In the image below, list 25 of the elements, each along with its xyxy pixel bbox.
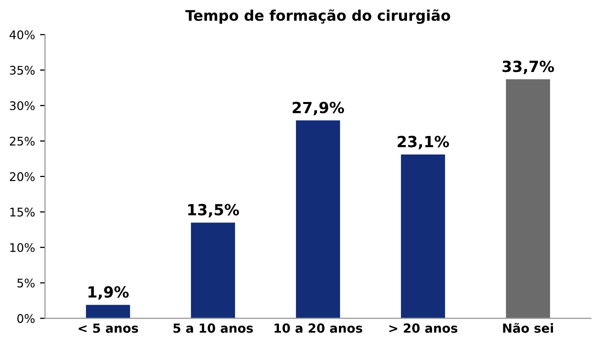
bar [400, 154, 446, 318]
bar [190, 222, 236, 318]
y-tick-label: 10% [10, 243, 35, 252]
y-tick-label: 15% [10, 208, 35, 217]
y-tick-label: 5% [17, 278, 35, 288]
chart-title: Tempo de formação do cirurgião [185, 9, 450, 24]
bar [296, 120, 340, 318]
x-tick-label: Não sei [503, 322, 553, 333]
bar [506, 79, 550, 318]
data-label: 23,1% [398, 136, 450, 150]
y-tick-label: 20% [10, 172, 35, 182]
data-label: 33,7% [502, 60, 554, 74]
y-tick-label: 25% [10, 136, 35, 146]
bar [86, 304, 130, 318]
data-label: 1,9% [88, 286, 129, 300]
y-tick-label: 30% [10, 101, 35, 110]
x-tick-label: < 5 anos [78, 324, 138, 333]
y-tick-label: 35% [10, 66, 35, 75]
x-tick-label: 5 a 10 anos [173, 323, 253, 333]
x-tick-label: 10 a 20 anos [274, 323, 362, 333]
y-tick-label: 0% [17, 314, 35, 323]
data-label: 13,5% [188, 204, 240, 218]
x-tick-label: > 20 anos [389, 323, 458, 333]
data-label: 27,9% [292, 102, 344, 116]
y-tick-label: 40% [10, 30, 35, 40]
